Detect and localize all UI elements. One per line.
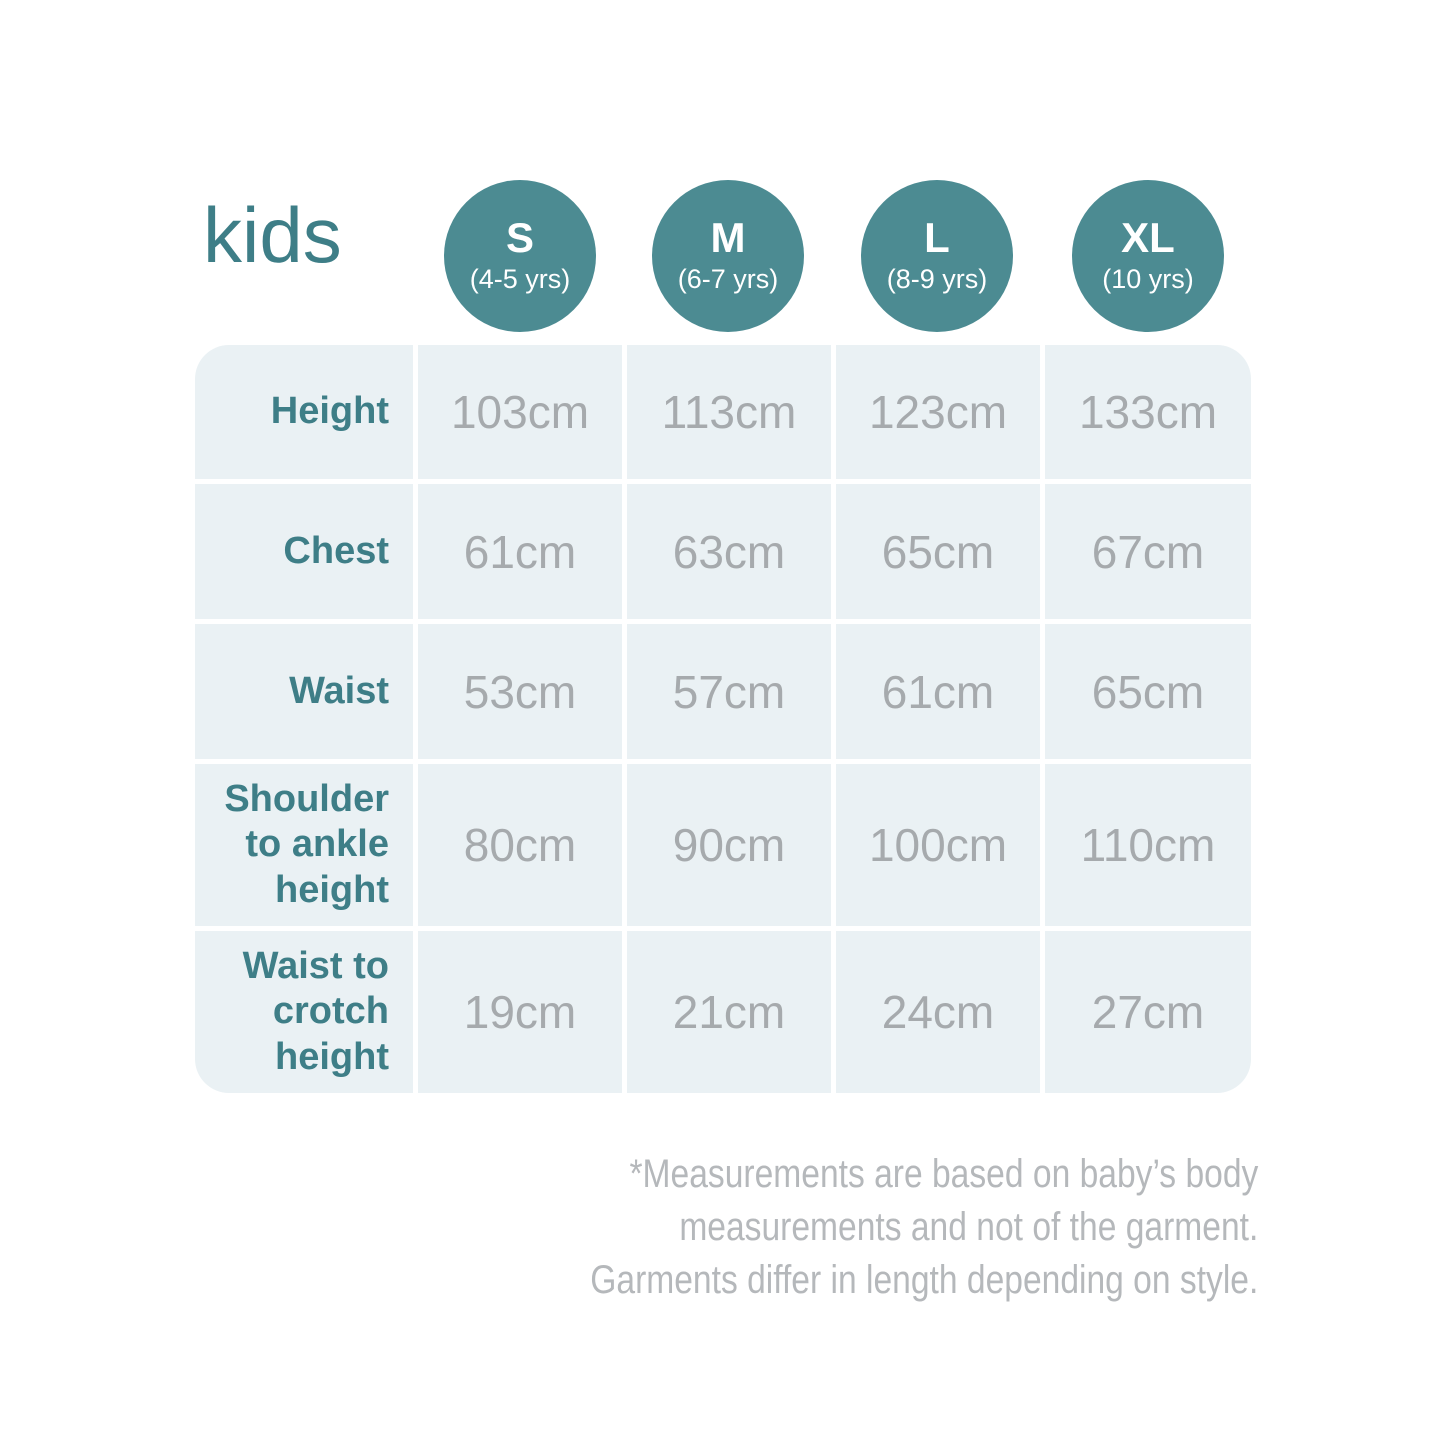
row-label-height: Height <box>195 345 413 479</box>
size-badge-l-letter: L <box>924 214 950 262</box>
cell-shoulder-ankle-m: 90cm <box>627 764 831 926</box>
size-badge-s: S (4-5 yrs) <box>444 180 596 332</box>
cell-waist-m: 57cm <box>627 624 831 759</box>
row-label-waist-to-crotch: Waist to crotch height <box>195 931 413 1093</box>
size-badge-xl-letter: XL <box>1121 214 1175 262</box>
cell-shoulder-ankle-l: 100cm <box>836 764 1040 926</box>
cell-chest-s: 61cm <box>418 484 622 619</box>
cell-waist-s: 53cm <box>418 624 622 759</box>
size-badge-m: M (6-7 yrs) <box>652 180 804 332</box>
cell-chest-xl: 67cm <box>1045 484 1251 619</box>
cell-height-l: 123cm <box>836 345 1040 479</box>
cell-height-m: 113cm <box>627 345 831 479</box>
row-label-shoulder-to-ankle: Shoulder to ankle height <box>195 764 413 926</box>
size-badge-xl-age: (10 yrs) <box>1102 264 1194 295</box>
cell-height-s: 103cm <box>418 345 622 479</box>
size-badge-l: L (8-9 yrs) <box>861 180 1013 332</box>
footnote-line-2: measurements and not of the garment. <box>679 1205 1258 1250</box>
size-badge-s-letter: S <box>505 214 534 262</box>
cell-waist-crotch-s: 19cm <box>418 931 622 1093</box>
cell-shoulder-ankle-xl: 110cm <box>1045 764 1251 926</box>
cell-waist-xl: 65cm <box>1045 624 1251 759</box>
cell-chest-m: 63cm <box>627 484 831 619</box>
measurements-table: Height 103cm 113cm 123cm 133cm Chest 61c… <box>195 345 1251 1093</box>
size-badge-s-age: (4-5 yrs) <box>469 264 571 295</box>
cell-waist-l: 61cm <box>836 624 1040 759</box>
footnote: *Measurements are based on baby’s body m… <box>590 1148 1258 1308</box>
footnote-line-1: *Measurements are based on baby’s body <box>629 1152 1258 1196</box>
page-title: kids <box>203 191 342 279</box>
size-badge-xl: XL (10 yrs) <box>1072 180 1224 332</box>
size-badge-m-age: (6-7 yrs) <box>677 264 779 295</box>
cell-waist-crotch-xl: 27cm <box>1045 931 1251 1093</box>
row-label-chest: Chest <box>195 484 413 619</box>
size-badge-l-age: (8-9 yrs) <box>886 264 988 295</box>
row-label-waist: Waist <box>195 624 413 759</box>
cell-height-xl: 133cm <box>1045 345 1251 479</box>
cell-waist-crotch-m: 21cm <box>627 931 831 1093</box>
cell-waist-crotch-l: 24cm <box>836 931 1040 1093</box>
footnote-line-3: Garments differ in length depending on s… <box>589 1258 1258 1303</box>
cell-chest-l: 65cm <box>836 484 1040 619</box>
cell-shoulder-ankle-s: 80cm <box>418 764 622 926</box>
size-badge-m-letter: M <box>710 214 746 262</box>
